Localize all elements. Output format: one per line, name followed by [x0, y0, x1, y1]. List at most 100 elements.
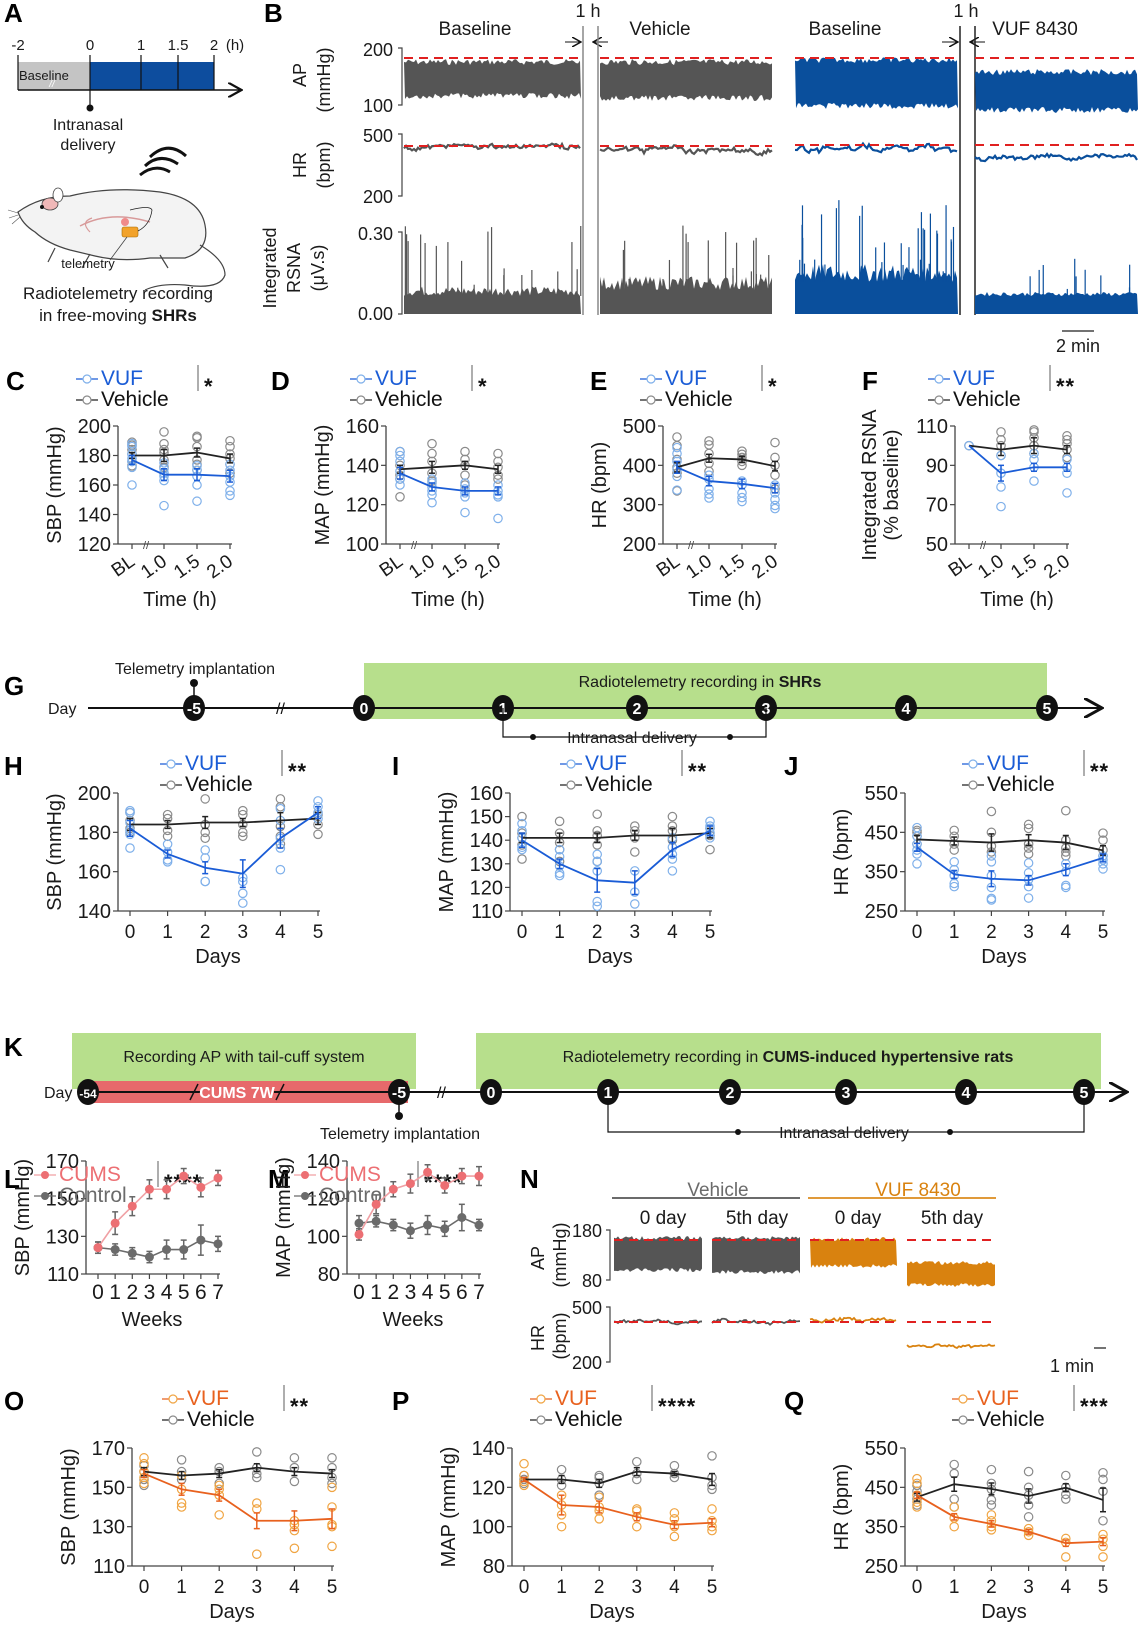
- y-tick-label: 120: [78, 534, 111, 556]
- y-tick-label: 100: [472, 1517, 505, 1539]
- x-axis-label: Weeks: [383, 1309, 444, 1331]
- y-tick-label: 90: [926, 455, 948, 477]
- traces-b: [403, 57, 1138, 314]
- y-tick-label: 250: [865, 1556, 898, 1578]
- panel-label-i: I: [392, 751, 399, 781]
- x-tick-label: 3: [238, 922, 249, 943]
- significance-label: ***: [1080, 1394, 1109, 1419]
- data-point: [238, 805, 248, 816]
- y-axis-label: MAP (mmHg): [436, 792, 458, 913]
- legend-label: Vehicle: [977, 1408, 1045, 1431]
- trace-segment: [794, 57, 958, 314]
- data-point: [770, 437, 780, 448]
- data-point: [493, 474, 503, 484]
- tick-label: 1: [137, 37, 145, 54]
- data-point: [1098, 1552, 1108, 1562]
- data-point: [672, 442, 682, 453]
- legend-label: Control: [59, 1184, 127, 1207]
- x-axis-label: Days: [981, 946, 1027, 968]
- data-point: [986, 857, 997, 867]
- legend-marker: [958, 1394, 968, 1404]
- data-point: [949, 881, 959, 892]
- data-point: [313, 796, 323, 806]
- data-point: [1061, 805, 1071, 816]
- x-axis-label: Time (h): [980, 589, 1054, 611]
- data-point: [200, 845, 210, 855]
- mean-marker: [388, 1220, 398, 1230]
- x-tick-label: 1: [109, 1281, 121, 1304]
- ap-axis-label: AP: [290, 63, 310, 87]
- panel-label-h: H: [4, 751, 23, 781]
- data-point: [592, 809, 602, 820]
- x-tick-label: 5: [1098, 1577, 1109, 1598]
- tick-label: 2: [210, 37, 218, 54]
- y-tick-label: 130: [470, 854, 503, 876]
- chart-panel-h: H 140 160 180 200 0 1 2 3 4 5 Days SBP (mmHg) VUFVehi…: [4, 750, 323, 968]
- legend-label: VUF: [555, 1387, 597, 1410]
- delivery-label: Intranasal delivery: [779, 1125, 909, 1142]
- legend-label: VUF: [953, 367, 995, 390]
- series-line-vehicle: [968, 444, 1068, 451]
- panel-label-e: E: [590, 366, 607, 396]
- node-label: 1: [604, 1085, 613, 1102]
- y-tick-label: 80: [483, 1556, 505, 1578]
- tick-label: 1.5: [168, 37, 189, 54]
- x-tick-label: 2.0: [748, 551, 782, 583]
- legend-label: VUF: [585, 752, 627, 775]
- node-marker: [597, 1079, 619, 1105]
- x-tick-label: 2.0: [203, 551, 237, 583]
- x-tick-label: 7: [473, 1281, 485, 1304]
- data-point: [704, 493, 714, 503]
- wireless-signal-icon: [139, 146, 187, 177]
- data-point: [949, 857, 959, 867]
- x-axis-label: Weeks: [122, 1309, 183, 1331]
- data-point: [327, 1482, 337, 1493]
- legend-marker: [566, 780, 576, 790]
- data-point: [737, 492, 747, 503]
- data-point: [705, 844, 715, 855]
- panel-label-a: A: [4, 0, 23, 28]
- data-point: [275, 794, 286, 804]
- rsna-tick: 0.00: [358, 304, 393, 324]
- data-point: [986, 1510, 997, 1520]
- timeline-node: -5: [183, 695, 205, 721]
- y-axis-label: SBP (mmHg): [58, 1448, 80, 1565]
- mean-marker: [354, 1218, 364, 1228]
- significance-label: *: [204, 374, 214, 399]
- hr-axis-label: HR: [290, 152, 310, 178]
- legend-label: VUF: [187, 1387, 229, 1410]
- node-marker: [388, 1079, 410, 1105]
- y-tick-label: 130: [92, 1517, 125, 1539]
- y-tick-label: 140: [470, 830, 503, 852]
- legend-label: VUF: [987, 752, 1029, 775]
- hr-tick: 200: [363, 187, 393, 207]
- data-point: [912, 1478, 922, 1489]
- data-point: [1023, 849, 1034, 859]
- data-point: [275, 803, 286, 814]
- ap-tick: 200: [363, 40, 393, 60]
- x-tick-label: 5: [707, 1577, 718, 1598]
- legend-marker: [536, 1415, 546, 1425]
- data-point: [238, 888, 248, 899]
- data-point: [912, 825, 922, 836]
- legend-label: Vehicle: [665, 388, 733, 411]
- segment-label: VUF 8430: [992, 19, 1078, 40]
- legend-marker: [646, 374, 656, 384]
- y-tick-label: 550: [865, 783, 898, 805]
- timeline-node: 5: [1073, 1079, 1095, 1105]
- x-tick-label: 1.0: [682, 551, 716, 583]
- panel-label-o: O: [4, 1386, 24, 1416]
- x-tick-label: 2: [126, 1281, 138, 1304]
- x-axis-label: Time (h): [143, 589, 217, 611]
- tick-label: -2: [11, 37, 24, 54]
- trace-segment: [906, 1261, 996, 1349]
- series-line-vehicle: [143, 1466, 333, 1477]
- y-axis-label: MAP (mmHg): [273, 1157, 295, 1278]
- hr-axis-label: HR: [528, 1325, 548, 1351]
- legend-marker: [566, 759, 576, 769]
- legend-marker: [356, 395, 366, 405]
- y-axis-label: SBP (mmHg): [12, 1159, 34, 1276]
